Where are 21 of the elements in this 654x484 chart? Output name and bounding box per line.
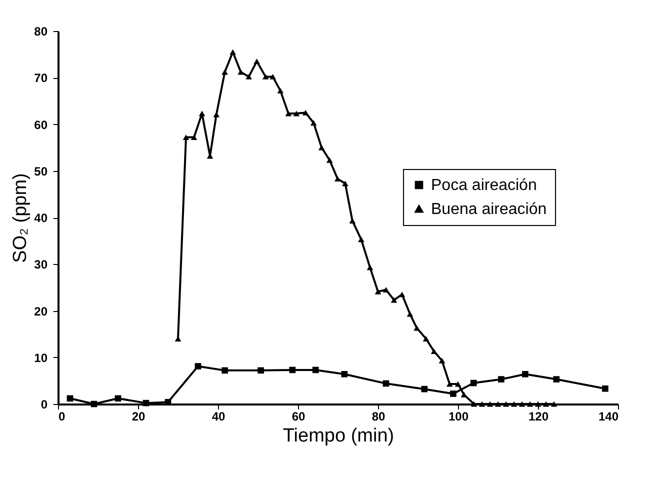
y-tick-label: 40 — [34, 211, 48, 225]
legend-label: Buena aireación — [431, 201, 547, 218]
y-tick-label: 50 — [34, 164, 48, 178]
x-tick-label: 60 — [292, 410, 306, 424]
x-tick-label: 100 — [448, 410, 469, 424]
x-tick-label: 0 — [58, 410, 66, 424]
x-tick-label: 120 — [528, 410, 549, 424]
x-tick-label: 40 — [212, 410, 226, 424]
y-tick-label: 30 — [34, 258, 48, 272]
x-tick-label: 80 — [372, 410, 386, 424]
y-tick-label: 0 — [40, 398, 48, 412]
legend-label: Poca aireación — [431, 177, 537, 194]
y-tick-label: 20 — [34, 304, 48, 318]
y-tick-label: 80 — [34, 24, 48, 38]
x-tick-label: 20 — [132, 410, 146, 424]
y-tick-label: 60 — [34, 118, 48, 132]
x-axis-title: Tiempo (min) — [282, 426, 394, 446]
y-axis-title: SO₂ (ppm) — [10, 173, 32, 263]
y-tick-label: 10 — [34, 350, 48, 365]
x-tick-label: 140 — [598, 410, 619, 424]
y-tick-label: 70 — [34, 71, 48, 86]
